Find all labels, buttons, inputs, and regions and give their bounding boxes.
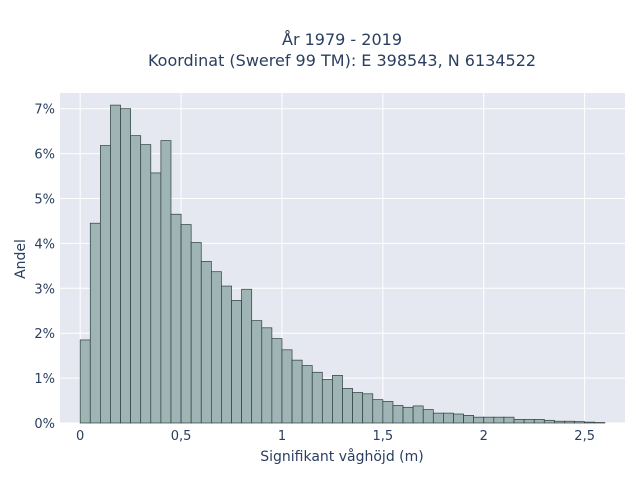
histogram-bar-47 (554, 420, 565, 424)
x-tick-label-4: 2 (480, 429, 488, 444)
histogram-bar-8 (160, 140, 172, 424)
x-axis-ticks: 0 0,5 1 1,5 2 2,5 (76, 429, 595, 444)
histogram-bar-34 (422, 409, 434, 424)
histogram-bar-33 (412, 405, 424, 424)
histogram-bar-5 (130, 135, 142, 424)
x-tick-label-1: 0,5 (171, 429, 192, 444)
chart-title-line-2: Koordinat (Sweref 99 TM): E 398543, N 61… (148, 51, 536, 70)
y-tick-label-6: 6% (34, 148, 55, 163)
histogram-bar-9 (170, 213, 182, 424)
histogram-bar-19 (271, 338, 283, 424)
histogram-bar-38 (463, 415, 475, 424)
y-tick-label-7: 7% (34, 103, 55, 118)
histogram-bar-3 (110, 104, 121, 424)
histogram-bar-20 (281, 349, 293, 424)
histogram-bar-46 (543, 419, 555, 424)
histogram-bars (79, 104, 606, 424)
histogram-bar-2 (100, 145, 111, 424)
histogram-bar-24 (321, 379, 333, 424)
histogram-bar-37 (453, 413, 464, 424)
histogram-bar-25 (332, 375, 343, 424)
histogram-bar-29 (372, 399, 384, 424)
histogram-bar-16 (241, 288, 253, 424)
histogram-bar-27 (352, 392, 364, 424)
y-tick-label-1: 1% (34, 372, 55, 387)
y-tick-label-0: 0% (34, 417, 55, 432)
y-tick-label-4: 4% (34, 237, 55, 252)
histogram-bar-48 (564, 420, 575, 424)
histogram-bar-4 (120, 108, 131, 424)
histogram-bar-42 (503, 416, 515, 424)
histogram-bar-50 (584, 421, 596, 424)
x-tick-label-0: 0 (76, 429, 84, 444)
histogram-bar-32 (402, 406, 414, 424)
histogram-bar-31 (392, 405, 404, 424)
histogram-bar-14 (221, 285, 232, 424)
y-axis-ticks: 0% 1% 2% 3% 4% 5% 6% 7% (34, 103, 55, 432)
histogram-bar-36 (443, 412, 454, 424)
histogram-bar-22 (301, 365, 313, 424)
histogram-bar-45 (533, 419, 545, 424)
y-axis-title: Andel (13, 239, 29, 279)
histogram-bar-26 (342, 388, 353, 424)
x-tick-label-2: 1 (278, 429, 286, 444)
histogram-bar-41 (493, 416, 505, 424)
histogram-bar-17 (251, 320, 263, 424)
histogram-bar-7 (150, 172, 162, 424)
histogram-bar-28 (362, 393, 374, 424)
histogram-bar-39 (473, 416, 485, 424)
histogram-bar-0 (79, 339, 91, 424)
histogram-bar-30 (382, 401, 394, 424)
x-tick-label-3: 1,5 (373, 429, 394, 444)
histogram-bar-21 (291, 359, 303, 424)
histogram-bar-49 (574, 421, 585, 424)
histogram-bar-15 (231, 300, 242, 424)
x-axis-title: Signifikant våghöjd (m) (260, 448, 423, 465)
histogram-bar-1 (89, 222, 101, 424)
y-tick-label-5: 5% (34, 193, 55, 208)
histogram-bar-35 (432, 412, 444, 424)
histogram-bar-23 (311, 371, 323, 424)
x-tick-label-5: 2,5 (574, 429, 595, 444)
histogram-bar-40 (483, 416, 495, 424)
chart-title-line-1: År 1979 - 2019 (282, 30, 402, 49)
y-tick-label-2: 2% (34, 327, 55, 342)
histogram-bar-13 (210, 271, 222, 424)
histogram-bar-43 (513, 419, 525, 424)
histogram-bar-11 (190, 242, 202, 424)
histogram-bar-12 (200, 261, 212, 424)
histogram-bar-10 (180, 224, 192, 424)
histogram-bar-6 (140, 144, 152, 424)
histogram-bar-44 (523, 419, 535, 424)
y-tick-label-3: 3% (34, 282, 55, 297)
histogram-bar-18 (261, 327, 273, 424)
